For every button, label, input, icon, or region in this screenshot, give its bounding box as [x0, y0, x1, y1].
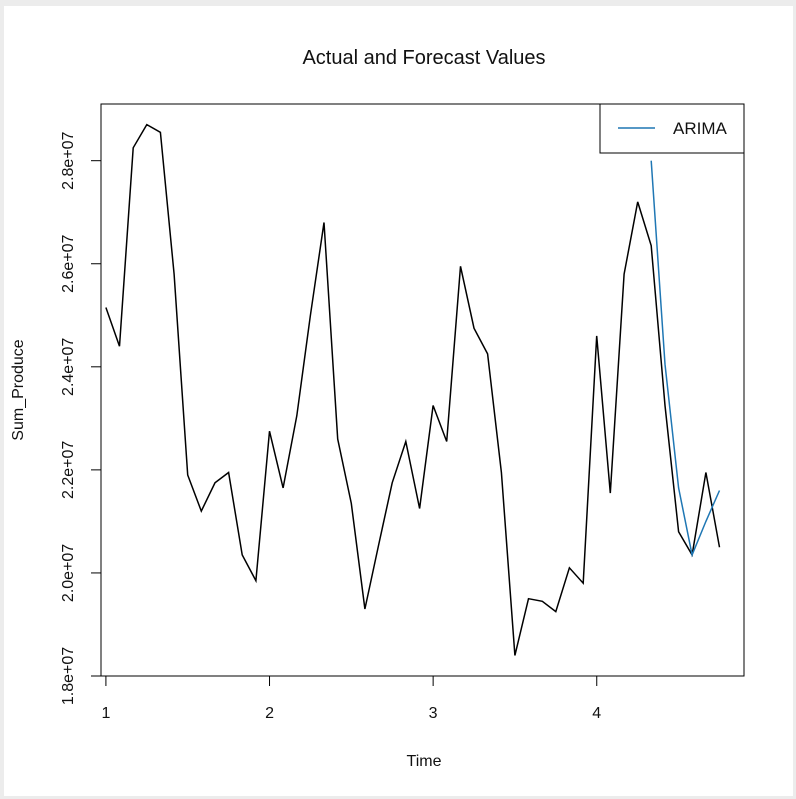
- x-tick-label: 1: [101, 705, 110, 722]
- y-tick-label: 2.6e+07: [60, 235, 77, 293]
- chart-title: Actual and Forecast Values: [302, 47, 545, 69]
- x-tick-label: 3: [429, 705, 438, 722]
- series-line-actual: [105, 123, 721, 656]
- x-tick-label: 2: [265, 705, 274, 722]
- series-layer: [105, 123, 721, 656]
- y-tick-label: 2.0e+07: [60, 544, 77, 602]
- y-axis: 1.8e+07 2.0e+07 2.2e+07 2.4e+07 2.6e+07 2.8e+…: [60, 131, 102, 705]
- x-tick-label: 4: [592, 705, 601, 722]
- plot-border: [100, 103, 745, 677]
- legend-label-arima: ARIMA: [673, 119, 728, 138]
- series-line-arima: [650, 160, 721, 558]
- legend: ARIMA: [599, 103, 745, 154]
- x-axis-label: Time: [407, 753, 442, 770]
- y-tick-label: 2.8e+07: [60, 131, 77, 189]
- y-tick-label: 2.4e+07: [60, 338, 77, 396]
- y-tick-label: 1.8e+07: [60, 647, 77, 705]
- y-axis-label: Sum_Produce: [10, 339, 27, 440]
- y-tick-label: 2.2e+07: [60, 441, 77, 499]
- x-axis: 1 2 3 4: [101, 675, 601, 722]
